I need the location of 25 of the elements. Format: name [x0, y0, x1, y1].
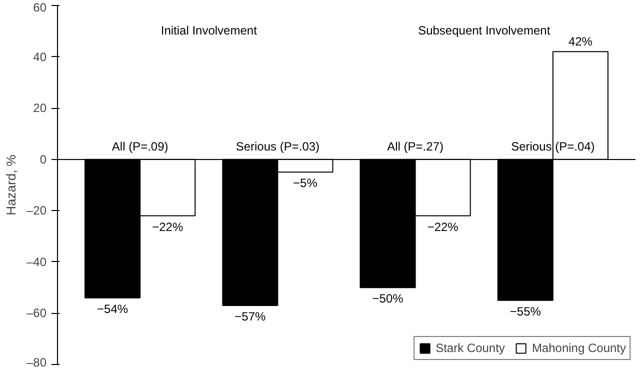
x-tick-label: All (P=.09) — [112, 139, 168, 154]
y-tick-label: 20 — [33, 101, 47, 116]
legend-label: Stark County — [436, 341, 505, 355]
data-label: −55% — [510, 304, 542, 318]
x-tick-label: All (P=.27) — [387, 139, 444, 154]
x-tick-label: Serious (P=.03) — [236, 139, 320, 154]
y-tick-label: –20 — [26, 204, 47, 218]
y-axis-title: Hazard, % — [3, 154, 18, 216]
data-label: −22% — [427, 220, 459, 234]
annotation: Subsequent Involvement — [418, 24, 551, 38]
data-label: −5% — [293, 176, 318, 190]
data-label: 42% — [568, 34, 593, 49]
annotation: Initial Involvement — [160, 24, 258, 38]
data-label: −54% — [97, 302, 128, 316]
data-label: −22% — [152, 220, 184, 234]
y-tick-label: –60 — [26, 306, 47, 320]
y-tick-label: –80 — [26, 356, 47, 369]
data-label: −50% — [372, 292, 404, 306]
y-tick-label: –40 — [26, 254, 47, 269]
y-tick-label: 0 — [40, 152, 47, 166]
legend-label: Mahoning County — [532, 341, 626, 355]
y-tick-label: 60 — [33, 0, 47, 14]
data-label: −57% — [234, 310, 266, 324]
x-tick-label: Serious (P=.04) — [511, 139, 595, 154]
y-tick-label: 40 — [33, 50, 47, 64]
